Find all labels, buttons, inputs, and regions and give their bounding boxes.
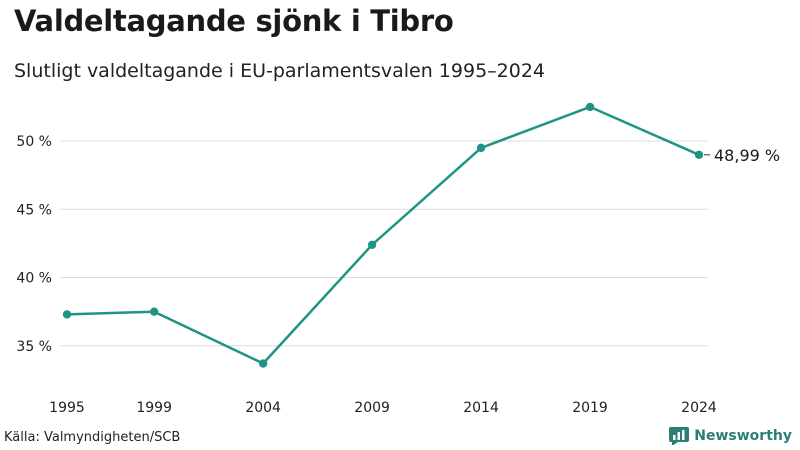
x-tick-label: 2024: [681, 400, 717, 416]
x-tick-label: 1999: [136, 400, 172, 416]
data-point: [367, 240, 377, 249]
y-tick-label: 35 %: [16, 339, 52, 355]
y-tick-label: 45 %: [16, 202, 52, 218]
x-tick-label: 2019: [572, 400, 608, 416]
bar-chart-logo-icon: [669, 427, 690, 445]
y-tick-label: 50 %: [16, 134, 52, 150]
y-tick-label: 40 %: [16, 271, 52, 287]
x-tick-label: 2014: [463, 400, 499, 416]
data-point: [585, 102, 595, 112]
series-line: [65, 105, 701, 365]
end-value-label: 48,99 %: [714, 146, 780, 165]
source-note: Källa: Valmyndigheten/SCB: [4, 430, 181, 445]
brand-name: Newsworthy: [694, 428, 792, 444]
newsworthy-logo[interactable]: Newsworthy: [669, 427, 792, 445]
data-point: [258, 359, 268, 368]
data-point: [149, 307, 159, 316]
chart-subtitle: Slutligt valdeltagande i EU-parlamentsva…: [14, 60, 546, 82]
x-tick-label: 2004: [245, 400, 281, 416]
data-point: [694, 150, 704, 160]
x-tick-label: 1995: [49, 400, 85, 416]
data-point: [476, 143, 486, 153]
x-tick-label: 2009: [354, 400, 390, 416]
data-point: [62, 310, 72, 319]
chart-title: Valdeltagande sjönk i Tibro: [14, 4, 454, 38]
